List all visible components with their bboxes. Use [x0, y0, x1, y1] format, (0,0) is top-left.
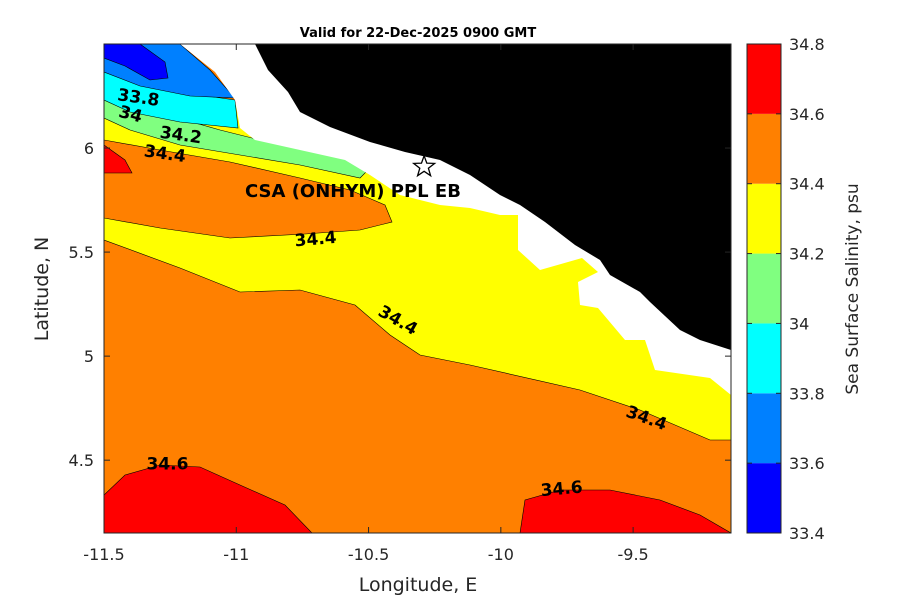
x-tick-label: -11.5	[83, 545, 124, 564]
colorbar-label: Sea Surface Salinity, psu	[843, 183, 863, 394]
colorbar-frame	[746, 43, 782, 534]
plot-frame	[103, 43, 732, 534]
contour-label: 34.4	[294, 228, 338, 252]
colorbar-tick-label: 34.4	[789, 175, 825, 194]
x-tick-label: -10	[488, 545, 514, 564]
colorbar-tick-label: 33.6	[789, 454, 825, 473]
y-tick-label: 4.5	[69, 451, 94, 470]
colorbar-swatch	[747, 323, 781, 394]
salinity-band-33-4	[104, 44, 169, 81]
salinity-band-34-0	[104, 89, 371, 179]
x-tick-label: -9.5	[618, 545, 649, 564]
y-tick-label: 5.5	[69, 243, 94, 262]
salinity-band-34-6-right	[519, 489, 731, 533]
station-label: CSA (ONHYM) PPL EB	[245, 181, 461, 202]
colorbar-swatch	[747, 253, 781, 324]
x-tick-label: -10.5	[348, 545, 389, 564]
y-axis: 4.5 5 5.5 6	[69, 139, 731, 470]
x-axis: -11.5 -11 -10.5 -10 -9.5	[83, 44, 649, 564]
y-tick-label: 6	[84, 139, 94, 158]
contour-label: 34.6	[147, 454, 189, 474]
salinity-band-34-4-upper	[104, 139, 393, 239]
station-marker: CSA (ONHYM) PPL EB	[245, 153, 461, 202]
x-tick-label: -11	[223, 545, 249, 564]
colorbar-tick-label: 34.2	[789, 245, 825, 264]
star-icon	[411, 153, 437, 178]
colorbar-swatch	[747, 44, 781, 114]
chart-title: Valid for 22-Dec-2025 0900 GMT	[300, 26, 537, 41]
colorbar-swatch	[747, 113, 781, 184]
colorbar-swatch	[747, 393, 781, 464]
colorbar-tick-label: 33.4	[789, 524, 825, 543]
colorbar-tick-label: 34	[789, 314, 809, 333]
colorbar-tick-label: 34.8	[789, 35, 825, 54]
land-mask	[255, 44, 731, 350]
colorbar-swatch	[747, 463, 781, 533]
salinity-map	[104, 44, 731, 533]
salinity-band-34-6-edge	[104, 144, 133, 174]
colorbar-tick-label: 33.8	[789, 384, 825, 403]
y-axis-label: Latitude, N	[31, 237, 53, 342]
x-axis-label: Longitude, E	[359, 574, 478, 596]
y-tick-label: 5	[84, 347, 94, 366]
colorbar: 33.4 33.6 33.8 34 34.2 34.4 34.6 34.8	[746, 35, 825, 543]
colorbar-tick-label: 34.6	[789, 105, 825, 124]
contour-label: 34.6	[540, 478, 584, 502]
colorbar-swatch	[747, 183, 781, 254]
salinity-band-34-6-left	[104, 464, 313, 533]
